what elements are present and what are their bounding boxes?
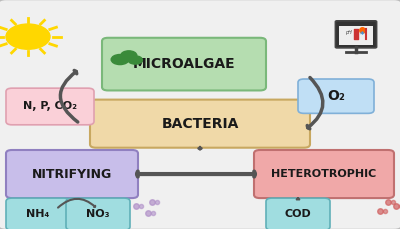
Circle shape bbox=[121, 51, 137, 60]
Text: NH₄: NH₄ bbox=[26, 209, 50, 219]
Text: pH: pH bbox=[346, 30, 352, 35]
Text: O₂: O₂ bbox=[327, 89, 345, 103]
FancyBboxPatch shape bbox=[336, 21, 377, 48]
Circle shape bbox=[6, 24, 50, 49]
Text: HETEROTROPHIC: HETEROTROPHIC bbox=[271, 169, 377, 179]
FancyBboxPatch shape bbox=[338, 26, 374, 45]
FancyBboxPatch shape bbox=[6, 88, 94, 125]
Circle shape bbox=[128, 56, 142, 64]
Text: N, P, CO₂: N, P, CO₂ bbox=[23, 101, 77, 112]
FancyBboxPatch shape bbox=[90, 100, 310, 148]
Text: NITRIFYING: NITRIFYING bbox=[32, 168, 112, 180]
FancyBboxPatch shape bbox=[254, 150, 394, 198]
FancyBboxPatch shape bbox=[66, 198, 130, 229]
Text: *: * bbox=[360, 31, 364, 40]
FancyBboxPatch shape bbox=[6, 198, 70, 229]
Circle shape bbox=[111, 55, 129, 65]
Text: MICROALGAE: MICROALGAE bbox=[133, 57, 235, 71]
Text: NO₃: NO₃ bbox=[86, 209, 110, 219]
FancyBboxPatch shape bbox=[266, 198, 330, 229]
FancyBboxPatch shape bbox=[6, 150, 138, 198]
FancyBboxPatch shape bbox=[102, 38, 266, 90]
Text: BACTERIA: BACTERIA bbox=[161, 117, 239, 131]
FancyBboxPatch shape bbox=[298, 79, 374, 113]
Text: COD: COD bbox=[285, 209, 311, 219]
